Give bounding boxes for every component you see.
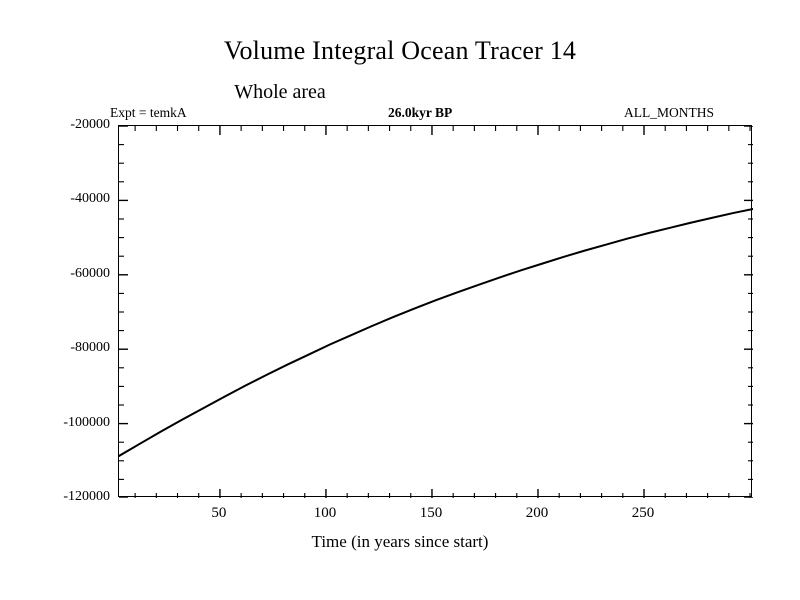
y-tick-label: -120000: [63, 489, 110, 504]
x-tick-label: 100: [313, 505, 337, 521]
x-tick-label: 150: [419, 505, 443, 521]
x-axis-title: Time (in years since start): [311, 532, 489, 551]
y-tick-label: -40000: [70, 191, 110, 207]
chart-subtitle: Whole area: [234, 81, 326, 103]
x-tick-label: 250: [631, 505, 655, 521]
annotation-months: ALL_MONTHS: [624, 105, 714, 120]
page-title: Volume Integral Ocean Tracer 14: [223, 36, 577, 65]
y-tick-label: -20000: [70, 117, 110, 132]
x-tick-label: 200: [525, 505, 549, 521]
plot-area: [118, 125, 753, 498]
plot-canvas: [119, 126, 753, 498]
annotation-experiment: Expt = temkA: [110, 105, 187, 120]
y-tick-label: -60000: [70, 265, 110, 281]
annotation-period: 26.0kyr BP: [388, 105, 453, 120]
y-tick-label: -80000: [70, 340, 110, 356]
axis-ticks: [119, 126, 753, 498]
y-tick-label: -100000: [63, 414, 110, 430]
series-line: [119, 207, 753, 457]
data-series: [119, 207, 753, 457]
y-axis-tick-labels: -20000 -40000 -60000 -80000 -100000 -120000: [0, 0, 110, 600]
x-tick-label: 50: [211, 505, 227, 521]
